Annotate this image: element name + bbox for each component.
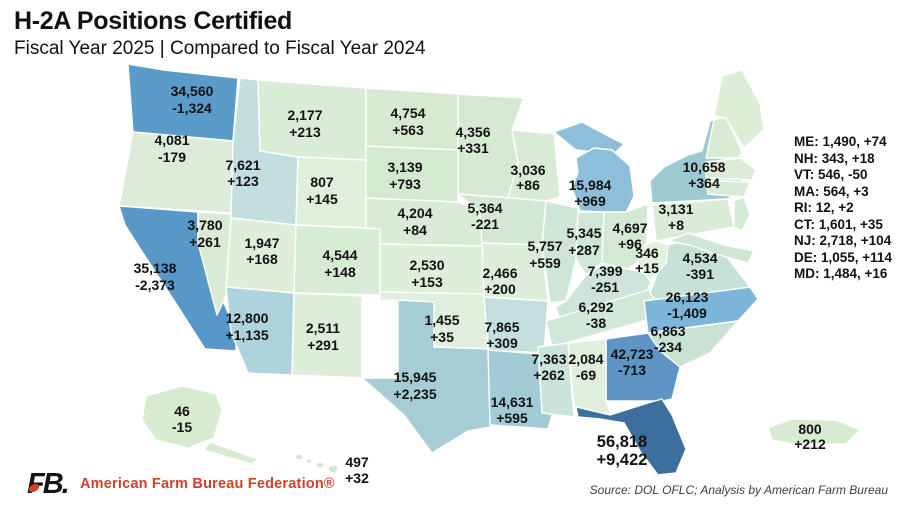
source-attribution: Source: DOL OFLC; Analysis by American F…: [589, 483, 888, 497]
afbf-brand-text: American Farm Bureau Federation®: [80, 476, 335, 492]
state-label-mn: 4,356 +331: [455, 124, 490, 156]
state-label-ky: 7,399 -251: [587, 263, 622, 295]
state-label-in: 5,345 +287: [566, 225, 601, 258]
state-nj: [733, 196, 751, 232]
state-ma: [705, 157, 757, 181]
state-label-ks: 2,530 +153: [409, 257, 444, 290]
state-label-ca: 35,138 -2,373: [134, 260, 177, 293]
state-ga: [605, 332, 681, 402]
state-label-pa: 3,131 +8: [658, 201, 693, 233]
state-label-wy: 807 +145: [306, 174, 338, 207]
state-ak: [141, 385, 259, 465]
state-label-la: 14,631 +595: [491, 394, 534, 426]
state-ak-main: [141, 385, 223, 449]
state-label-az: 12,800 +1,135: [225, 310, 268, 343]
state-label-tx: 15,945 +2,235: [393, 369, 436, 402]
footer-brand: FB. American Farm Bureau Federation®: [26, 468, 335, 500]
state-mi: [553, 121, 635, 214]
state-label-ga: 42,723 -713: [611, 346, 654, 378]
state-label-or: 4,081 -179: [154, 132, 189, 165]
state-mi-upper-peninsula: [553, 121, 625, 155]
state-ms: [537, 342, 575, 418]
state-label-wv: 346 +15: [635, 245, 659, 276]
state-label-tn: 6,292 -38: [578, 299, 613, 331]
state-md-de: [667, 232, 755, 264]
state-label-sd: 3,139 +793: [387, 159, 422, 192]
state-hi: [294, 453, 339, 474]
state-ak-peninsula: [203, 441, 259, 465]
state-label-va: 4,534 -391: [682, 250, 717, 282]
territory-pr: [767, 418, 861, 446]
state-label-nm: 2,511 +291: [306, 320, 340, 353]
list-item-md: MD: 1,484, +16: [794, 266, 888, 281]
state-me: [713, 69, 765, 149]
state-label-ne: 4,204 +84: [397, 205, 432, 238]
state-label-co: 4,544 +148: [322, 247, 357, 280]
state-vt-nh: [705, 115, 743, 159]
state-label-il: 5,757 +559: [527, 238, 562, 271]
state-al: [567, 338, 611, 416]
state-label-ut: 1,947 +168: [244, 235, 279, 267]
afbf-logo-letters: FB.: [27, 468, 68, 500]
state-label-ak: 46 -15: [172, 403, 192, 435]
list-item-nh: NH: 343, +18: [794, 150, 875, 166]
hi-island-4: [327, 464, 339, 474]
state-label-wi: 3,036 +86: [510, 162, 545, 193]
state-label-fl: 56,818 +9,422: [597, 433, 648, 469]
list-item-de: DE: 1,055, +114: [794, 249, 892, 265]
state-label-oh: 4,697 +96: [612, 220, 647, 252]
state-label-ar: 7,865 +309: [484, 319, 519, 351]
list-item-ri: RI: 12, +2: [794, 200, 854, 215]
list-item-ma: MA: 564, +3: [794, 183, 869, 199]
page-subtitle: Fiscal Year 2025 | Compared to Fiscal Ye…: [14, 38, 426, 59]
state-label-wa: 34,560 -1,324: [171, 83, 214, 116]
list-item-nj: NJ: 2,718, +104: [794, 233, 892, 248]
state-in: [575, 211, 605, 276]
page-title: H-2A Positions Certified: [14, 7, 293, 35]
header: H-2A Positions Certified Fiscal Year 202…: [14, 6, 426, 60]
list-item-ct: CT: 1,601, +35: [794, 216, 883, 232]
state-fl: [575, 398, 687, 476]
state-label-mo: 2,466 +200: [482, 265, 517, 297]
state-az: [225, 286, 295, 376]
state-ct-ri: [705, 179, 751, 198]
list-item-vt: VT: 546, -50: [794, 167, 868, 182]
afbf-logo-leaf: [28, 483, 40, 493]
state-label-ok: 1,455 +35: [424, 312, 459, 345]
state-label-hi: 497 +32: [345, 454, 369, 486]
hi-island-3: [315, 461, 325, 469]
state-label-nv: 3,780 +261: [187, 217, 222, 250]
state-label-ny: 10,658 +364: [683, 159, 726, 191]
state-label-mi: 15,984 +969: [569, 177, 612, 209]
state-label-nd: 4,754 +563: [390, 105, 425, 138]
state-label-ia: 5,364 -221: [467, 200, 502, 232]
hi-island-1: [294, 453, 304, 461]
state-label-ms: 7,363 +262: [531, 351, 566, 383]
state-nv: [197, 211, 232, 316]
list-item-me: ME: 1,490, +74: [794, 134, 887, 149]
hi-island-2: [305, 457, 313, 465]
state-wa: [127, 63, 239, 142]
northeast-states-list: ME: 1,490, +74 NH: 343, +18 VT: 546, -50…: [794, 134, 892, 283]
state-label-nc: 26,123 -1,409: [666, 289, 709, 321]
state-label-id: 7,621 +123: [225, 157, 260, 189]
state-label-mt: 2,177 +213: [287, 107, 322, 140]
state-label-al: 2,084 -69: [568, 351, 603, 383]
afbf-logo-icon: FB.: [27, 468, 70, 500]
state-tx: [361, 299, 505, 454]
state-mi-lower-peninsula: [571, 147, 635, 214]
state-label-sc: 6,863 -234: [650, 323, 685, 355]
state-label-pr: 800 +212: [794, 421, 826, 452]
